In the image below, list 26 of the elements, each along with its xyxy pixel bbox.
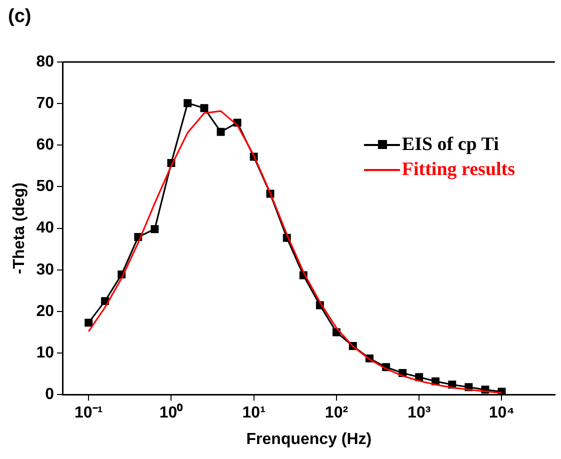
chart-title: (c) — [8, 6, 32, 28]
x-tick-label: 10⁻¹ — [74, 404, 103, 422]
point — [184, 99, 192, 108]
y-tick-label: 60 — [36, 136, 54, 154]
y-tick-label: 40 — [36, 220, 54, 237]
y-tick-label: 0 — [45, 386, 54, 404]
x-axis-title: Frenquency (Hz) — [246, 430, 372, 448]
point — [415, 373, 424, 382]
y-axis-title: -Theta (deg) — [11, 182, 28, 274]
point — [84, 318, 93, 327]
point — [150, 225, 159, 234]
y-tick-label: 50 — [36, 178, 54, 196]
legend-label: EIS of cp Ti — [402, 133, 499, 157]
x-tick-label: 10³ — [408, 404, 431, 422]
point — [200, 104, 208, 112]
legend-label: Fitting results — [402, 158, 516, 182]
x-tick-label: 10⁴ — [488, 404, 515, 422]
y-tick-label: 30 — [36, 261, 54, 278]
x-tick-label: 10¹ — [242, 404, 266, 422]
point — [216, 128, 225, 136]
y-tick-label: 70 — [36, 94, 54, 112]
x-tick-label: 10² — [324, 404, 348, 422]
x-tick-label: 10⁰ — [159, 404, 184, 422]
y-tick-label: 20 — [36, 302, 54, 320]
y-tick-label: 10 — [36, 344, 54, 362]
y-tick-label: 80 — [36, 53, 54, 70]
